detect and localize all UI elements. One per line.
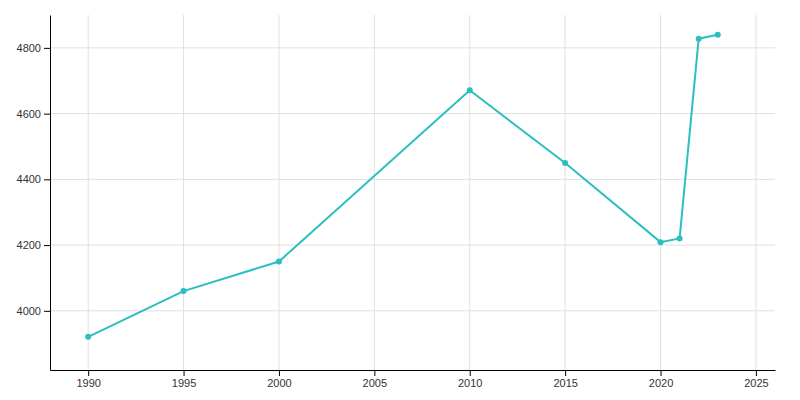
tick-mark bbox=[661, 370, 662, 376]
tick-mark bbox=[44, 245, 50, 246]
tick: 4800 bbox=[17, 42, 50, 54]
axis-line bbox=[50, 16, 51, 371]
tick-label: 2010 bbox=[458, 377, 482, 389]
point bbox=[467, 87, 473, 93]
axis-line bbox=[51, 370, 776, 371]
tick-label: 2015 bbox=[553, 377, 577, 389]
tick-mark bbox=[756, 370, 757, 376]
tick-label: 4000 bbox=[17, 305, 41, 317]
point bbox=[677, 236, 683, 242]
line bbox=[88, 35, 718, 337]
grid-line bbox=[374, 15, 375, 370]
grid-line bbox=[50, 310, 775, 311]
point bbox=[696, 36, 702, 42]
tick-mark bbox=[279, 370, 280, 376]
tick-mark bbox=[565, 370, 566, 376]
grid-line bbox=[183, 15, 184, 370]
tick: 2015 bbox=[553, 370, 577, 389]
grid-line bbox=[50, 113, 775, 114]
grid-line bbox=[755, 15, 756, 370]
tick: 4600 bbox=[17, 108, 50, 120]
tick-mark bbox=[44, 311, 50, 312]
point bbox=[562, 160, 568, 166]
x-axis: 1990 1995 2000 2005 2010 2015 2020 2025 bbox=[51, 370, 776, 389]
tick-mark bbox=[374, 370, 375, 376]
grid-line bbox=[469, 15, 470, 370]
chart: 1990 1995 2000 2005 2010 2015 2020 2025 4000 4200… bbox=[0, 0, 800, 400]
tick-label: 1990 bbox=[76, 377, 100, 389]
tick-label: 2020 bbox=[649, 377, 673, 389]
grid bbox=[50, 15, 775, 370]
tick-label: 4200 bbox=[17, 239, 41, 251]
point bbox=[85, 334, 91, 340]
plot: 1990 1995 2000 2005 2010 2015 2020 2025 4000 4200… bbox=[17, 15, 776, 389]
tick-label: 1995 bbox=[172, 377, 196, 389]
grid-line bbox=[50, 179, 775, 180]
tick-label: 4600 bbox=[17, 108, 41, 120]
tick-label: 2005 bbox=[363, 377, 387, 389]
tick-label: 2025 bbox=[744, 377, 768, 389]
grid-line bbox=[278, 15, 279, 370]
tick-label: 4400 bbox=[17, 173, 41, 185]
grid-line bbox=[50, 47, 775, 48]
y-axis: 4000 4200 4400 4600 4800 bbox=[17, 16, 51, 371]
grid-line bbox=[660, 15, 661, 370]
tick: 4400 bbox=[17, 173, 50, 185]
point bbox=[276, 259, 282, 265]
tick: 2020 bbox=[649, 370, 673, 389]
grid-line bbox=[50, 245, 775, 246]
tick: 1995 bbox=[172, 370, 196, 389]
tick: 2000 bbox=[267, 370, 291, 389]
tick: 4200 bbox=[17, 239, 50, 251]
tick-mark bbox=[88, 370, 89, 376]
tick-mark bbox=[44, 114, 50, 115]
tick-label: 2000 bbox=[267, 377, 291, 389]
grid-line bbox=[88, 15, 89, 370]
tick: 2010 bbox=[458, 370, 482, 389]
point bbox=[715, 32, 721, 38]
tick: 2005 bbox=[363, 370, 387, 389]
point bbox=[181, 288, 187, 294]
marks bbox=[85, 32, 721, 340]
tick: 2025 bbox=[744, 370, 768, 389]
tick: 1990 bbox=[76, 370, 100, 389]
tick-mark bbox=[470, 370, 471, 376]
tick-mark bbox=[44, 179, 50, 180]
grid-line bbox=[565, 15, 566, 370]
point bbox=[658, 239, 664, 245]
tick: 4000 bbox=[17, 305, 50, 317]
tick-mark bbox=[44, 48, 50, 49]
tick-mark bbox=[184, 370, 185, 376]
tick-label: 4800 bbox=[17, 42, 41, 54]
